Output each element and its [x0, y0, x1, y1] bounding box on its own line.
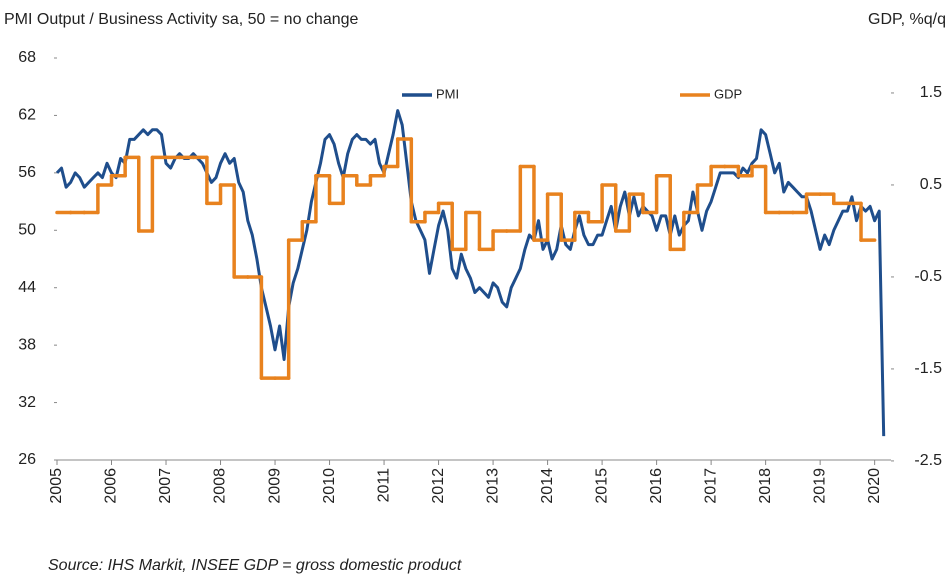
y2-tick-label: -1.5	[914, 360, 942, 377]
y-tick-label: 50	[18, 222, 36, 239]
x-tick-label: 2007	[157, 468, 174, 504]
x-tick-label: 2010	[321, 468, 338, 504]
y2-tick-label: -0.5	[914, 268, 942, 285]
x-tick-label: 2011	[375, 468, 392, 503]
y-tick-label: 68	[18, 49, 36, 66]
y2-tick-label: 1.5	[920, 84, 942, 101]
x-tick-label: 2008	[212, 468, 229, 504]
chart-title: PMI Output / Business Activity sa, 50 = …	[4, 11, 359, 28]
x-tick-label: 2017	[702, 468, 719, 504]
y2-tick-label: -2.5	[914, 452, 942, 469]
x-tick-label: 2005	[48, 468, 65, 504]
source: Source: IHS Markit, INSEE GDP = gross do…	[48, 557, 462, 574]
y-tick-label: 32	[18, 394, 36, 411]
x-tick-label: 2020	[866, 468, 883, 504]
x-tick-label: 2016	[648, 468, 665, 504]
legend-label: PMI	[436, 86, 459, 101]
x-tick-label: 2019	[811, 468, 828, 504]
x-tick-label: 2013	[484, 468, 501, 504]
legend-label: GDP	[714, 86, 742, 101]
x-tick-label: 2015	[593, 468, 610, 504]
x-tick-label: 2018	[757, 468, 774, 504]
y2-axis-title: GDP, %q/q	[868, 11, 946, 28]
pmi-line	[55, 109, 886, 437]
x-tick-label: 2014	[539, 468, 556, 504]
x-tick-label: 2009	[266, 468, 283, 504]
y-tick-label: 44	[18, 279, 36, 296]
y-tick-label: 38	[18, 336, 36, 353]
y2-tick-label: 0.5	[920, 176, 942, 193]
x-tick-label: 2006	[103, 468, 120, 504]
y-tick-label: 62	[18, 107, 36, 124]
y-tick-label: 26	[18, 451, 36, 468]
y-tick-label: 56	[18, 164, 36, 181]
x-tick-label: 2012	[430, 468, 447, 504]
